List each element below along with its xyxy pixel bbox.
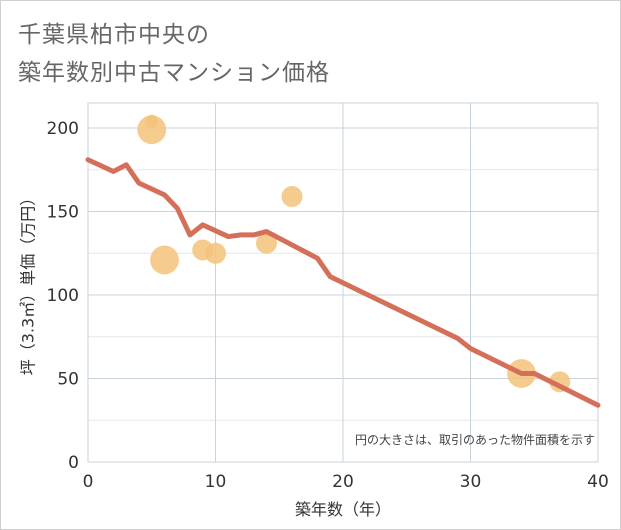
y-tick-label: 0 xyxy=(68,453,79,473)
trend-line xyxy=(85,157,601,408)
data-bubble xyxy=(137,115,167,145)
y-tick-label: 150 xyxy=(47,203,79,223)
x-tick-label: 40 xyxy=(587,472,609,492)
x-axis-label: 築年数（年） xyxy=(295,500,391,519)
y-tick-label: 100 xyxy=(47,286,79,306)
y-tick-label: 200 xyxy=(47,119,79,139)
x-tick-label: 20 xyxy=(332,472,354,492)
chart-title-line-1: 千葉県柏市中央の xyxy=(18,22,210,48)
trend-line-layer xyxy=(85,157,601,408)
tick-labels: 0 50 100 150 200 0 10 20 30 40 xyxy=(47,119,609,492)
data-bubble xyxy=(205,242,226,264)
x-tick-label: 10 xyxy=(205,472,227,492)
y-tick-label: 50 xyxy=(57,370,79,390)
x-tick-label: 0 xyxy=(83,472,94,492)
y-axis-label: 坪（3.3㎡）単価（万円） xyxy=(19,190,38,375)
data-bubble xyxy=(150,245,179,275)
size-legend-note: 円の大きさは、取引のあった物件面積を示す xyxy=(355,432,595,447)
data-bubble xyxy=(281,186,303,208)
x-tick-label: 30 xyxy=(460,472,482,492)
chart-title-line-2: 築年数別中古マンション価格 xyxy=(18,60,330,86)
data-bubble xyxy=(256,232,277,254)
